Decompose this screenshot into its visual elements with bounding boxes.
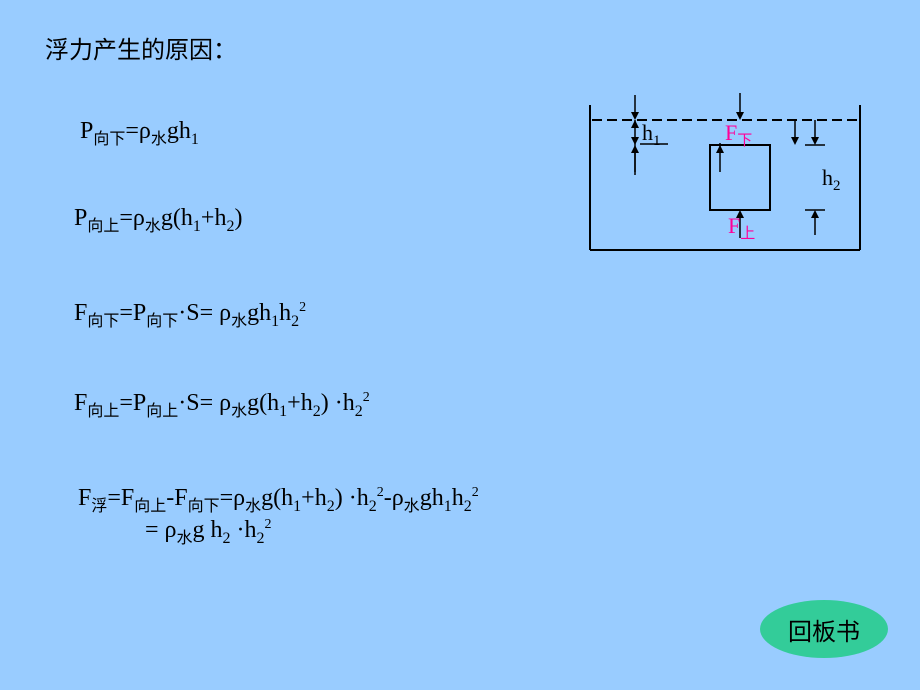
f-down-label: F下 xyxy=(725,120,752,149)
formula-f-buoy-line2: = ρ水g h2 ·h22 xyxy=(145,517,272,548)
formula-f-buoy: F浮=F向上-F向下=ρ水g(h1+h2) ·h22-ρ水gh1h22 xyxy=(78,485,479,516)
back-button-label: 回板书 xyxy=(788,612,860,647)
formula-p-down: P向下=ρ水gh1 xyxy=(80,118,199,149)
formula-f-down: F向下=P向下·S= ρ水gh1h22 xyxy=(74,300,306,331)
buoyancy-diagram: h1 h2 F下 F上 xyxy=(580,90,870,260)
page-title: 浮力产生的原因： xyxy=(45,30,237,65)
back-button[interactable]: 回板书 xyxy=(760,600,888,658)
formula-p-up: P向上=ρ水g(h1+h2) xyxy=(74,205,242,236)
svg-text:h2: h2 xyxy=(822,165,841,194)
formula-f-up: F向上=P向上·S= ρ水g(h1+h2) ·h22 xyxy=(74,390,370,421)
